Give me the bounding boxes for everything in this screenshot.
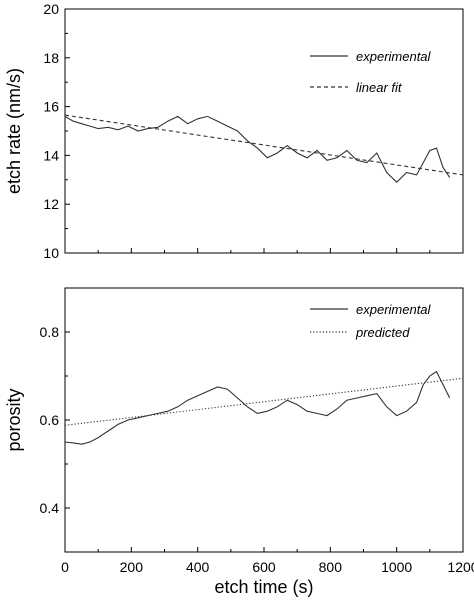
top-y-tick-label: 16	[43, 99, 59, 115]
top-series-group	[64, 114, 464, 183]
top-legend-label-experimental: experimental	[356, 49, 432, 64]
bottom-x-tick-label: 0	[61, 559, 69, 575]
top-y-axis-label: etch rate (nm/s)	[4, 68, 24, 194]
bottom-legend-label-predicted: predicted	[355, 325, 410, 340]
top-legend-label-linear-fit: linear fit	[356, 80, 403, 95]
bottom-y-tick-label: 0.4	[40, 500, 60, 516]
bottom-x-tick-label: 1000	[381, 559, 412, 575]
panel-top: 10 12 14 16 18 20 etch rate (nm/s) experiment…	[4, 1, 464, 261]
top-y-tick-label: 20	[43, 1, 59, 17]
bottom-x-axis: 0 200 400 600 800 1000 1200	[61, 547, 474, 575]
bottom-series-predicted	[64, 377, 464, 426]
bottom-series-group	[64, 370, 464, 445]
top-plot-frame	[64, 8, 464, 254]
bottom-x-tick-label: 800	[319, 559, 343, 575]
top-y-tick-label: 18	[43, 50, 59, 66]
bottom-x-tick-label: 1200	[447, 559, 474, 575]
top-y-tick-label: 10	[43, 245, 59, 261]
top-legend: experimental linear fit	[310, 49, 432, 95]
bottom-legend-label-experimental: experimental	[356, 302, 432, 317]
bottom-y-axis-label: porosity	[4, 388, 24, 451]
top-y-tick-label: 12	[43, 196, 59, 212]
bottom-series-experimental	[64, 370, 451, 445]
bottom-y-axis: 0.4 0.6 0.8	[40, 287, 70, 516]
bottom-y-tick-label: 0.6	[40, 412, 60, 428]
bottom-y-tick-label: 0.8	[40, 324, 60, 340]
bottom-x-tick-label: 400	[186, 559, 210, 575]
bottom-x-tick-label: 200	[120, 559, 144, 575]
bottom-x-tick-label: 600	[252, 559, 276, 575]
panel-bottom: 0.4 0.6 0.8 0 200 400 600 800 1000 1200 porosity…	[4, 287, 474, 597]
top-x-axis	[64, 248, 464, 253]
top-y-tick-label: 14	[43, 147, 59, 163]
top-series-linear-fit	[64, 114, 464, 176]
x-axis-label: etch time (s)	[214, 577, 313, 597]
bottom-legend: experimental predicted	[310, 302, 432, 340]
top-y-axis: 10 12 14 16 18 20	[43, 1, 70, 261]
top-series-experimental	[64, 115, 451, 183]
